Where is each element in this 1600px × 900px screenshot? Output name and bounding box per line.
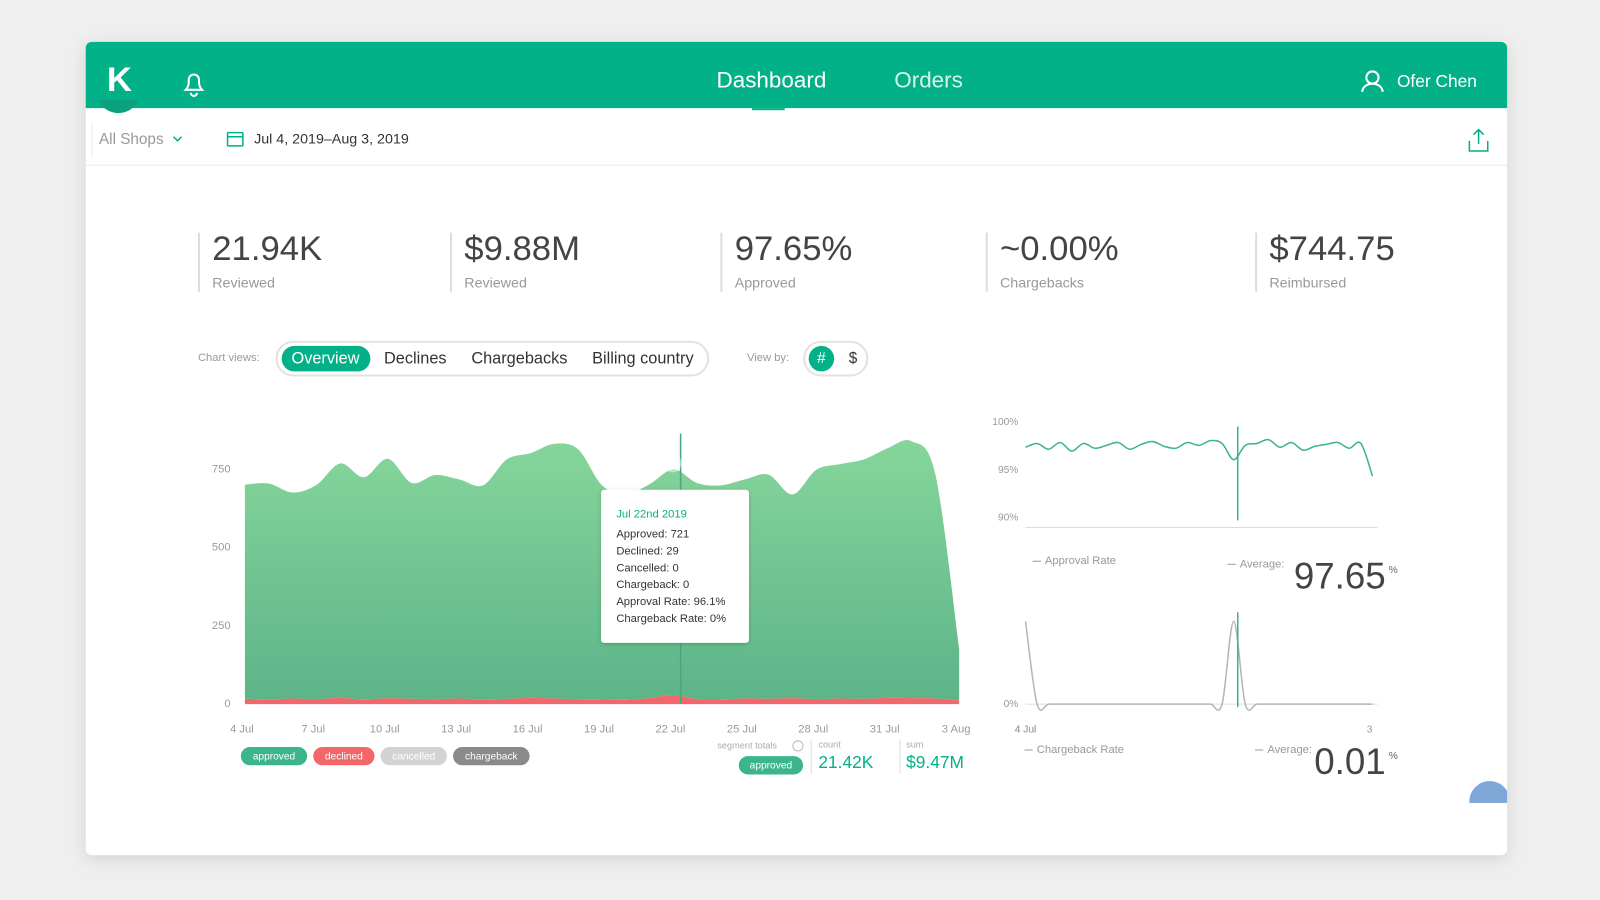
kpi-label: Reviewed [464, 275, 527, 291]
view-by-active [808, 345, 835, 372]
nav-item[interactable]: Dashboard [717, 68, 827, 93]
y-tick-label: 95% [998, 465, 1018, 476]
segment-name: approved [750, 761, 793, 772]
y-tick-label: 250 [212, 620, 231, 632]
y-tick-label: 90% [998, 513, 1018, 524]
chart-view-option[interactable]: Billing country [592, 349, 694, 367]
y-tick-label: 0% [1004, 699, 1019, 710]
kpi-label: Reimbursed [1269, 275, 1346, 291]
chart-view-option[interactable]: Chargebacks [471, 349, 567, 367]
line-0 [1024, 620, 1373, 711]
x-tick-label: 16 Jul [513, 724, 543, 736]
kpi-value: ~0.00% [1000, 230, 1119, 268]
logo: K [107, 61, 132, 99]
legend-label: Chargeback Rate [1037, 744, 1124, 756]
legend-label[interactable]: approved [253, 751, 296, 762]
average-label: Average: [1240, 558, 1285, 570]
kpi-value: 97.65% [735, 230, 853, 268]
legend-pill[interactable] [453, 746, 530, 766]
tooltip-line: Chargeback: 0 [616, 579, 689, 591]
average-unit: % [1389, 565, 1398, 576]
user-name[interactable]: Ofer Chen [1397, 71, 1477, 91]
x-tick-label: 3 [1367, 724, 1373, 735]
nav-underline [752, 108, 785, 111]
average-value: 0.01 [1314, 741, 1385, 782]
area-declined [244, 694, 960, 705]
logo-badge [92, 55, 146, 109]
card [85, 41, 1508, 856]
chart-view-active [281, 345, 371, 372]
legend-label[interactable]: cancelled [392, 751, 435, 762]
x-tick-label: 4 Jul [1015, 724, 1037, 735]
x-tick-label: 31 Jul [870, 724, 900, 736]
content: K Dashboard Orders Ofer Chen All Shops Jul 4,… [99, 61, 1477, 782]
tooltip-title: Jul 22nd 2019 [616, 508, 687, 520]
user-icon-body [1361, 82, 1384, 92]
legend-pill[interactable] [380, 746, 447, 766]
x-tick-label: 10 Jul [370, 724, 400, 736]
bell-icon[interactable] [183, 73, 205, 97]
y-tick-label: 100% [992, 417, 1018, 428]
chart-view-option[interactable]: Declines [384, 349, 447, 367]
legend-pill[interactable] [240, 746, 308, 766]
line-0 [1025, 438, 1374, 477]
kpi-label: Reviewed [212, 275, 275, 291]
y-tick-label: 500 [212, 542, 231, 554]
kpi-label: Approved [735, 275, 796, 291]
x-tick-label: 19 Jul [584, 724, 614, 736]
x-tick-label: 7 Jul [301, 724, 325, 736]
view-by-option[interactable]: # [817, 350, 826, 367]
kpi-value: $9.88M [464, 230, 580, 268]
shop-filter[interactable]: All Shops [99, 131, 164, 148]
average-label: Average: [1267, 744, 1312, 756]
count-value: 21.42K [818, 752, 873, 772]
tooltip-line: Chargeback Rate: 0% [616, 613, 726, 625]
header-bar [85, 41, 1508, 109]
tooltip-line: Approved: 721 [616, 529, 689, 541]
average-unit: % [1389, 751, 1398, 762]
tooltip-line: Approval Rate: 96.1% [616, 596, 725, 608]
chart-views-label: Chart views: [198, 352, 260, 364]
kpi-value: 21.94K [212, 230, 322, 268]
average-value: 97.65 [1294, 555, 1386, 596]
view-by-label: View by: [747, 352, 789, 364]
legend-label[interactable]: declined [325, 751, 363, 762]
info-icon [792, 740, 804, 752]
nav-item[interactable]: Orders [894, 68, 963, 93]
export-icon[interactable] [1468, 128, 1489, 152]
dropdown-caret [172, 136, 183, 142]
x-tick-label: 13 Jul [441, 724, 471, 736]
legend-label: Approval Rate [1045, 555, 1116, 567]
x-tick-label: 22 Jul [655, 724, 685, 736]
tooltip [601, 489, 749, 643]
x-tick-label: 25 Jul [727, 724, 757, 736]
kpi-label: Chargebacks [1000, 275, 1084, 291]
chart-views-group [275, 340, 710, 377]
x-tick-label: 4 Jul [1015, 724, 1037, 735]
x-tick-label: 28 Jul [798, 724, 828, 736]
x-tick-label: 4 Jul [230, 724, 254, 736]
sum-value: $9.47M [906, 752, 964, 772]
count-label: count [818, 739, 841, 749]
segment-pill [738, 756, 804, 775]
chart-view-option[interactable]: Overview [292, 349, 360, 367]
legend-pill[interactable] [313, 746, 375, 766]
x-tick-label: 3 Aug [942, 724, 971, 736]
hover-point [663, 454, 682, 473]
calendar-icon[interactable] [226, 131, 244, 147]
tooltip-line: Cancelled: 0 [616, 562, 678, 574]
logo-arc [97, 100, 139, 114]
view-by-option[interactable]: $ [849, 350, 858, 367]
chat-bubble[interactable] [1469, 781, 1508, 804]
tooltip-line: Declined: 29 [616, 545, 678, 557]
date-range[interactable]: Jul 4, 2019–Aug 3, 2019 [254, 132, 409, 148]
kpi-value: $744.75 [1269, 230, 1394, 268]
y-tick-label: 0 [224, 698, 230, 710]
sum-label: sum [906, 739, 924, 749]
y-tick-label: 750 [212, 463, 231, 475]
legend-label[interactable]: chargeback [465, 751, 519, 762]
segment-totals-label: segment totals [717, 740, 777, 750]
